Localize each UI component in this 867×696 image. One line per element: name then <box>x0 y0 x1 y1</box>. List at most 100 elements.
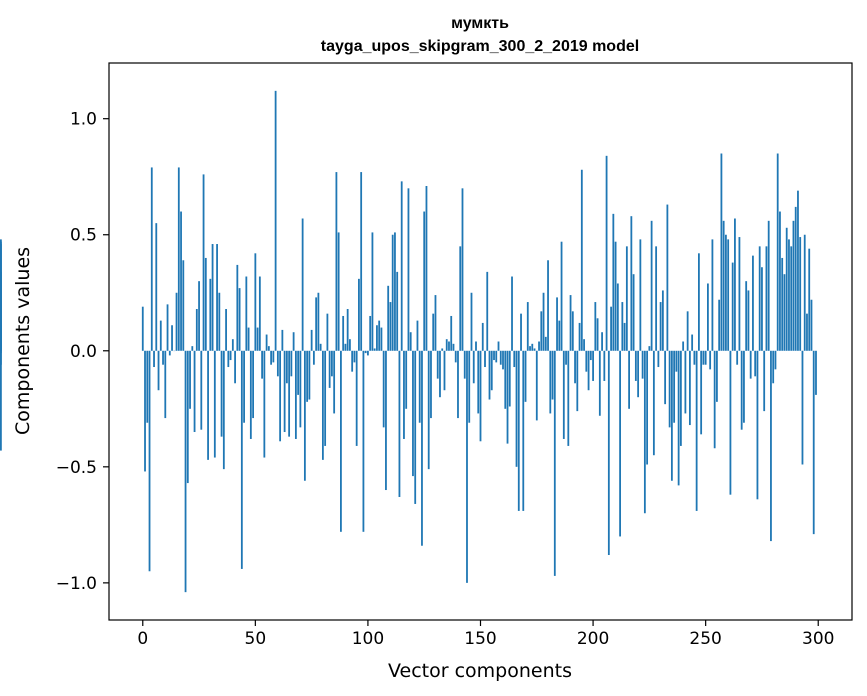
bar-118 <box>407 188 410 351</box>
bar-114 <box>398 350 401 497</box>
bar-109 <box>387 285 390 351</box>
bar-190 <box>569 295 572 351</box>
bar-204 <box>601 332 603 351</box>
bar-53 <box>261 350 263 379</box>
bar-291 <box>797 190 799 351</box>
bar-123 <box>418 350 421 423</box>
bar-40 <box>231 339 234 351</box>
bar-112 <box>394 232 396 351</box>
y-tick-label-4: 1.0 <box>70 110 97 130</box>
bar-86 <box>335 172 338 351</box>
bar-296 <box>808 248 811 351</box>
bar-273 <box>756 350 759 500</box>
bar-27 <box>202 174 205 351</box>
bar-217 <box>630 216 633 351</box>
bar-257 <box>720 153 723 351</box>
bar-261 <box>729 350 732 495</box>
y-tick-label-3: 0.5 <box>70 226 97 246</box>
bar-230 <box>659 302 662 351</box>
bar-281 <box>774 350 777 370</box>
bar-175 <box>535 350 538 421</box>
bar-103 <box>373 348 376 351</box>
bar-121 <box>414 350 417 504</box>
bar-76 <box>312 350 315 365</box>
bar-115 <box>400 181 403 351</box>
bar-124 <box>421 350 423 546</box>
bar-120 <box>412 350 414 477</box>
bar-89 <box>342 315 345 351</box>
bar-13 <box>171 325 173 351</box>
bar-161 <box>504 350 507 409</box>
bar-42 <box>236 264 239 351</box>
bar-195 <box>580 169 583 351</box>
x-tick-label-0: 0 <box>137 629 148 649</box>
bar-220 <box>637 350 640 398</box>
bar-126 <box>425 186 428 351</box>
bar-218 <box>632 274 635 351</box>
chart-subtitle: tayga_upos_skipgram_300_2_2019 model <box>321 38 639 55</box>
bar-128 <box>430 350 432 419</box>
bar-129 <box>432 313 435 351</box>
bar-58 <box>272 350 275 363</box>
bar-98 <box>362 350 365 532</box>
bar-11 <box>166 304 169 351</box>
bar-127 <box>427 350 430 470</box>
bar-62 <box>281 329 284 351</box>
bar-84 <box>331 350 333 377</box>
bar-193 <box>576 350 579 412</box>
bar-9 <box>162 350 164 365</box>
y-axis-ticks: −1.0 −0.5 0.0 0.5 1.0 <box>56 110 109 594</box>
bar-159 <box>499 350 502 365</box>
bar-219 <box>634 350 637 381</box>
bar-172 <box>529 346 531 351</box>
bar-282 <box>776 153 779 351</box>
bar-116 <box>403 350 405 439</box>
bar-203 <box>598 350 601 416</box>
plot-frame <box>108 62 853 621</box>
bar-268 <box>745 281 748 351</box>
bar-256 <box>718 299 721 351</box>
x-axis-label: Vector components <box>388 660 572 682</box>
bar-191 <box>571 311 574 351</box>
bar-130 <box>434 295 437 351</box>
bar-171 <box>526 302 529 351</box>
bar-85 <box>333 350 336 414</box>
bar-19 <box>184 350 187 593</box>
bar-132 <box>439 350 441 398</box>
bar-undefined <box>0 239 2 351</box>
bar-223 <box>643 350 646 514</box>
bar-162 <box>506 350 509 444</box>
bar-43 <box>238 288 241 351</box>
bar-270 <box>749 350 752 379</box>
bar-113 <box>396 271 399 351</box>
bar-260 <box>727 239 730 351</box>
bar-263 <box>734 218 736 351</box>
bar-95 <box>355 350 358 446</box>
bar-46 <box>245 276 248 351</box>
bar-82 <box>326 313 329 351</box>
bar-32 <box>213 350 216 458</box>
bar-148 <box>475 341 477 351</box>
bar-99 <box>364 350 367 354</box>
bar-97 <box>360 172 363 351</box>
bar-209 <box>612 213 615 351</box>
bar-88 <box>340 350 342 532</box>
x-tick-label-250: 250 <box>689 629 721 649</box>
bar-122 <box>416 320 419 351</box>
bar-264 <box>736 350 739 365</box>
bar-16 <box>177 167 180 351</box>
bar-167 <box>517 350 520 511</box>
bar-173 <box>531 343 534 351</box>
bar-186 <box>560 241 563 351</box>
bar-279 <box>770 350 772 542</box>
x-tick-label-100: 100 <box>352 629 384 649</box>
bar-54 <box>263 350 266 458</box>
bar-55 <box>265 334 268 351</box>
bar-192 <box>574 350 576 384</box>
bar-143 <box>463 350 466 379</box>
bar-15 <box>175 292 178 351</box>
bar-74 <box>308 350 311 400</box>
bar-253 <box>711 239 714 351</box>
bar-243 <box>688 350 691 426</box>
bar-179 <box>544 336 547 351</box>
